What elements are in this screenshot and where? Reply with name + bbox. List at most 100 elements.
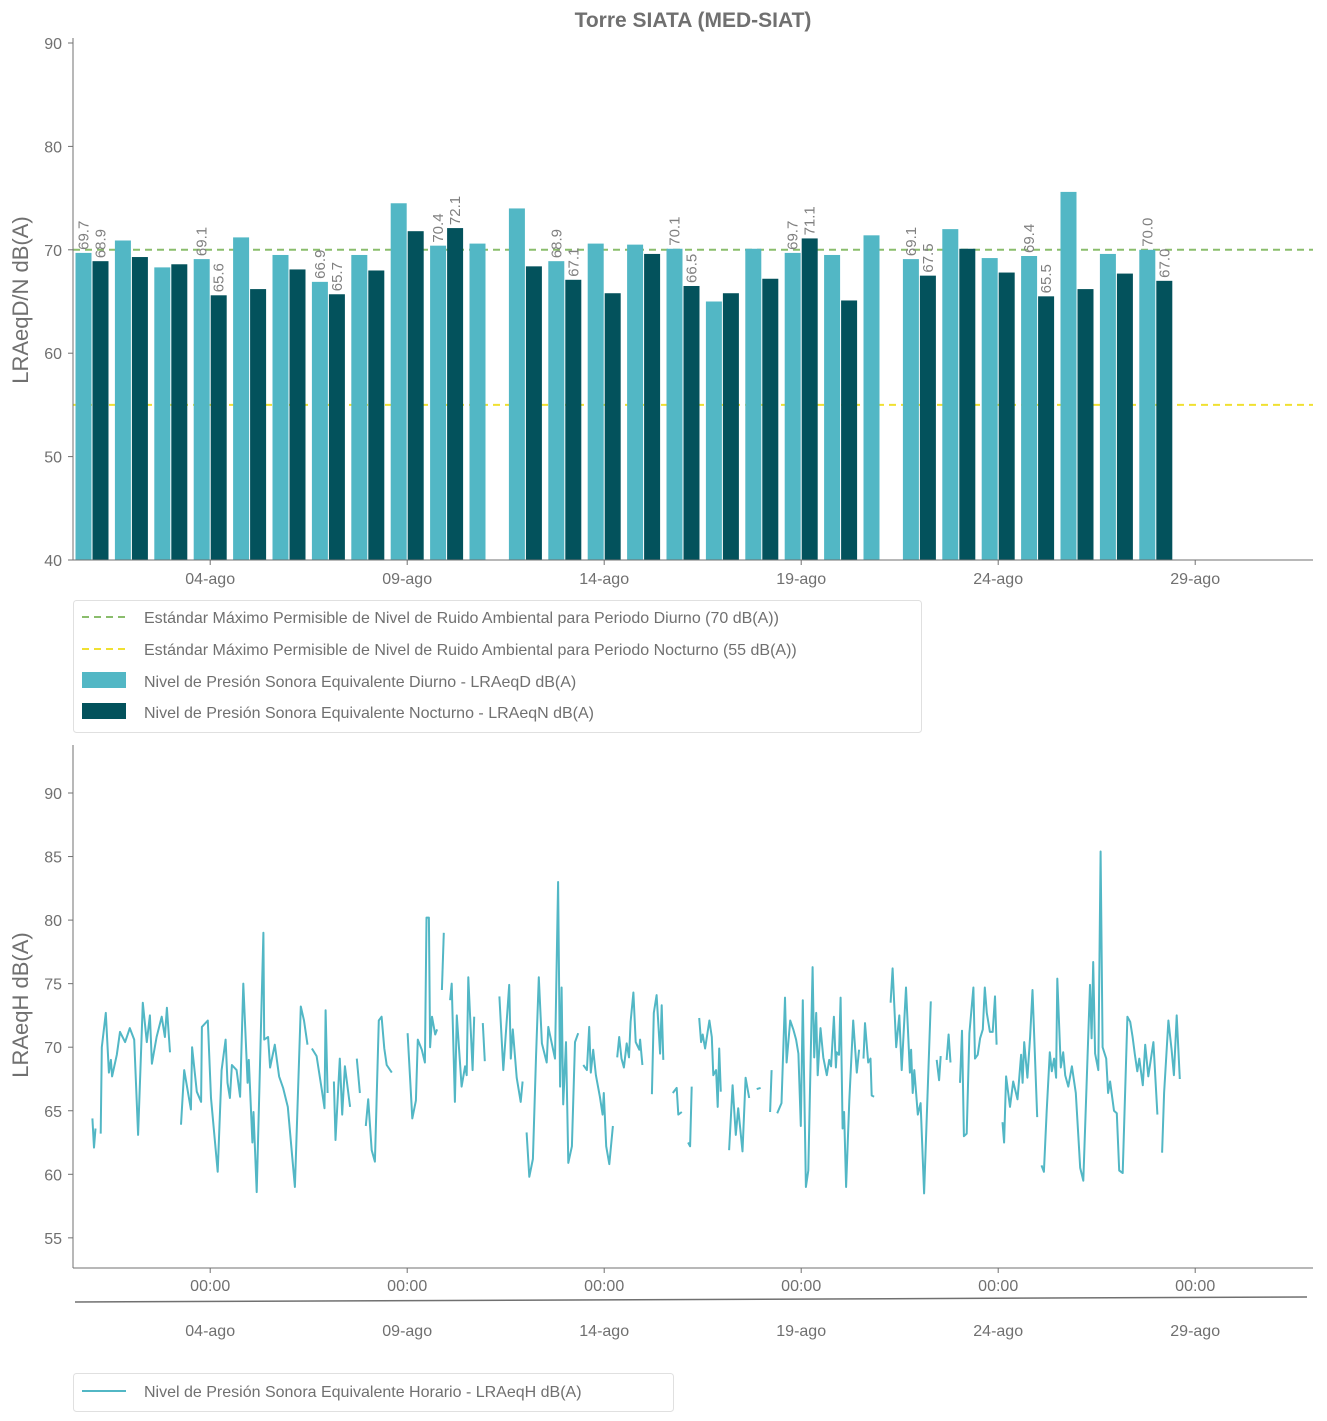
bar-diurno <box>1060 191 1077 560</box>
x-tick-label: 24-ago <box>973 571 1023 588</box>
line-segment <box>1040 850 1159 1182</box>
bar-nocturno <box>250 289 267 560</box>
y-tick-label: 65 <box>44 1104 62 1121</box>
y-ticks: 40 50 60 70 80 90 <box>44 36 73 570</box>
data-label-diurno: 69.7 <box>785 221 802 250</box>
line-segment <box>525 881 580 1178</box>
bar-diurno <box>193 259 210 560</box>
bar-nocturno <box>604 293 621 560</box>
bar-diurno <box>745 248 762 561</box>
bar-diurno <box>469 243 486 560</box>
data-label-nocturno: 72.1 <box>447 196 464 225</box>
x-tick-time-label: 00:00 <box>978 1278 1018 1295</box>
x-tick-date-label: 24-ago <box>973 1323 1023 1340</box>
bar-nocturno <box>919 275 936 560</box>
bar-diurno <box>705 301 722 560</box>
line-segment <box>582 1025 614 1166</box>
x-tick-time-label: 00:00 <box>190 1278 230 1295</box>
line-segment <box>99 1001 171 1136</box>
data-label-diurno: 68.9 <box>548 229 565 258</box>
data-label-diurno: 69.1 <box>903 227 920 256</box>
data-labels: 69.7 68.9 69.165.6 66.9 65.770.472.168.967.1… <box>76 196 1174 293</box>
y-axis-label: LRAeqD/N dB(A) <box>8 216 33 384</box>
line-segment <box>728 1076 751 1153</box>
bar-nocturno <box>644 253 661 560</box>
x-tick-date-label: 09-ago <box>382 1323 432 1340</box>
line-segment <box>672 1086 683 1116</box>
bar-nocturno <box>841 300 858 560</box>
line-segment <box>687 1086 693 1148</box>
line-segment <box>364 1015 393 1163</box>
line-segment <box>440 932 445 991</box>
line-segment <box>406 916 439 1120</box>
bar-diurno <box>784 252 801 561</box>
daily-bar-chart: 69.7 68.9 69.165.6 66.9 65.770.472.168.967.1… <box>8 36 1313 588</box>
x-tick-date-label: 29-ago <box>1170 1323 1220 1340</box>
legend-box <box>73 600 922 733</box>
data-label-nocturno: 65.7 <box>329 262 346 291</box>
y-tick-label: 40 <box>44 553 62 570</box>
bar-diurno <box>233 237 250 560</box>
data-label-diurno: 70.0 <box>1139 218 1156 247</box>
y-tick-label: 80 <box>44 139 62 156</box>
bar-diurno <box>1021 256 1038 560</box>
bar-nocturno <box>1156 280 1173 560</box>
bar-nocturno <box>92 261 109 560</box>
bar-diurno <box>508 208 525 560</box>
y-tick-label: 55 <box>44 1231 62 1248</box>
bar-diurno <box>311 281 328 560</box>
bar-diurno <box>587 243 604 560</box>
line-segment <box>935 1056 942 1082</box>
line-segment <box>756 1086 761 1091</box>
legend-label-nocturno: Nivel de Presión Sonora Equivalente Noct… <box>144 705 594 722</box>
legend-label-horario: Nivel de Presión Sonora Equivalente Hora… <box>144 1384 582 1401</box>
y-tick-label: 50 <box>44 450 62 467</box>
data-label-diurno: 66.9 <box>312 250 329 279</box>
x-tick-time-label: 00:00 <box>584 1278 624 1295</box>
bar-diurno <box>981 258 998 560</box>
bar-nocturno <box>368 270 385 560</box>
bar-nocturno <box>171 264 188 560</box>
bars <box>75 191 1173 561</box>
y-axis-label: LRAeqH dB(A) <box>8 932 33 1078</box>
legend-swatch-diurno <box>82 672 126 688</box>
bar-nocturno <box>683 285 700 560</box>
line-segment <box>698 1017 722 1108</box>
line-segment <box>889 967 932 1195</box>
x-ticks: 04-ago 09-ago 14-ago 19-ago 24-ago 29-ago <box>185 560 1220 588</box>
x-tick-time-label: 00:00 <box>1175 1278 1215 1295</box>
bar-nocturno <box>1038 296 1055 560</box>
line-segment <box>1001 989 1039 1144</box>
x-ticks: 00:00 04-ago 00:00 09-ago 00:00 14-ago 00:00 19… <box>185 1268 1220 1340</box>
bar-diurno <box>154 267 171 560</box>
x-tick-date-label: 14-ago <box>579 1323 629 1340</box>
y-tick-label: 60 <box>44 1167 62 1184</box>
y-tick-label: 80 <box>44 913 62 930</box>
data-label-nocturno: 66.5 <box>684 254 701 283</box>
x-tick-label: 14-ago <box>579 571 629 588</box>
bar-diurno <box>114 240 131 560</box>
y-tick-label: 85 <box>44 850 62 867</box>
bar-nocturno <box>762 278 779 560</box>
line-segment <box>945 1033 952 1063</box>
bar-diurno <box>75 252 92 561</box>
secondary-date-axis <box>74 1296 1308 1303</box>
x-tick-time-label: 00:00 <box>781 1278 821 1295</box>
y-tick-label: 90 <box>44 786 62 803</box>
data-label-nocturno: 67.0 <box>1156 249 1173 278</box>
data-label-diurno: 69.1 <box>194 227 211 256</box>
bar-nocturno <box>1077 289 1094 560</box>
data-label-diurno: 70.4 <box>430 213 447 242</box>
line-segment <box>481 1023 486 1062</box>
data-label-nocturno: 71.1 <box>802 206 819 235</box>
bar-nocturno <box>407 231 424 561</box>
legend: Nivel de Presión Sonora Equivalente Hora… <box>73 1373 674 1412</box>
x-tick-label: 19-ago <box>776 571 826 588</box>
data-label-diurno: 69.7 <box>76 221 93 250</box>
bar-diurno <box>666 248 683 561</box>
line-segment <box>769 1070 773 1113</box>
legend: Estándar Máximo Permisible de Nivel de R… <box>73 600 922 733</box>
line-segment <box>650 994 665 1095</box>
line-segment <box>776 966 861 1188</box>
bar-diurno <box>942 229 959 560</box>
